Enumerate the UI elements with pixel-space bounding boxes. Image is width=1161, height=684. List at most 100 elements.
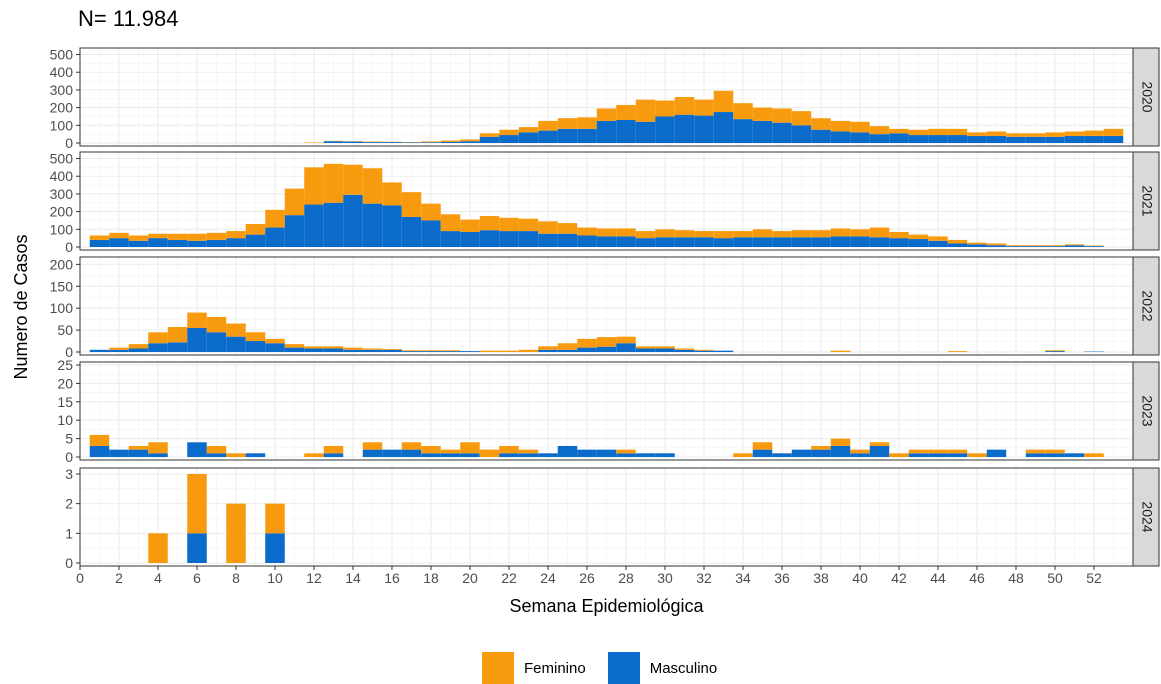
x-tick-label: 4 <box>154 570 162 586</box>
x-tick-label: 24 <box>540 570 556 586</box>
bar-masculino-2020-w27 <box>597 121 617 143</box>
bar-masculino-2022-w8 <box>226 337 246 352</box>
bar-masculino-2021-w29 <box>636 238 656 247</box>
bar-masculino-2021-w23 <box>519 231 539 247</box>
bar-feminino-2022-w12 <box>304 346 324 348</box>
bar-feminino-2021-w18 <box>421 204 441 221</box>
bar-feminino-2021-w44 <box>928 236 948 240</box>
bar-feminino-2020-w26 <box>577 117 597 129</box>
bar-masculino-2020-w32 <box>694 116 714 143</box>
bar-feminino-2021-w35 <box>753 229 773 237</box>
y-tick-label-2021: 0 <box>65 239 73 255</box>
bar-masculino-2021-w47 <box>987 245 1007 247</box>
bar-feminino-2021-w42 <box>889 232 909 238</box>
bar-feminino-2021-w5 <box>168 234 188 240</box>
bar-feminino-2024-w8 <box>226 504 246 563</box>
bar-masculino-2023-w37 <box>792 450 812 457</box>
bar-feminino-2021-w51 <box>1065 244 1085 245</box>
bar-feminino-2020-w30 <box>655 101 675 117</box>
y-tick-label-2024: 0 <box>65 555 73 571</box>
bar-feminino-2022-w14 <box>343 348 363 350</box>
bar-feminino-2022-w29 <box>636 346 656 348</box>
bar-masculino-2023-w26 <box>577 450 597 457</box>
bar-feminino-2021-w24 <box>538 221 558 233</box>
bar-masculino-2022-w20 <box>460 351 480 352</box>
bar-masculino-2020-w40 <box>850 132 870 143</box>
bar-feminino-2020-w53 <box>1104 129 1124 136</box>
legend-label-masculino: Masculino <box>650 660 718 677</box>
bar-feminino-2022-w19 <box>441 350 461 351</box>
bar-masculino-2020-w52 <box>1084 136 1104 143</box>
bar-masculino-2022-w9 <box>246 341 266 352</box>
bar-masculino-2024-w10 <box>265 533 285 563</box>
bar-feminino-2020-w42 <box>889 129 909 133</box>
bar-feminino-2020-w29 <box>636 100 656 122</box>
facet-label-2023: 2023 <box>1139 395 1155 426</box>
bar-feminino-2024-w10 <box>265 504 285 534</box>
bar-feminino-2020-w25 <box>558 118 578 129</box>
bar-masculino-2022-w50 <box>1045 351 1065 352</box>
bar-feminino-2021-w17 <box>402 192 422 217</box>
x-tick-label: 42 <box>891 570 907 586</box>
bar-feminino-2023-w3 <box>129 446 149 450</box>
bar-masculino-2023-w15 <box>363 450 383 457</box>
x-tick-label: 8 <box>232 570 240 586</box>
x-tick-label: 20 <box>462 570 478 586</box>
bar-feminino-2021-w30 <box>655 229 675 237</box>
bar-feminino-2022-w22 <box>499 351 519 352</box>
bar-feminino-2020-w48 <box>1006 133 1026 137</box>
bar-masculino-2021-w52 <box>1084 246 1104 247</box>
bar-masculino-2021-w41 <box>870 237 890 247</box>
bar-masculino-2021-w24 <box>538 234 558 247</box>
bar-feminino-2023-w46 <box>967 453 987 457</box>
bar-feminino-2021-w22 <box>499 218 519 231</box>
bar-feminino-2022-w24 <box>538 346 558 350</box>
bar-masculino-2021-w32 <box>694 237 714 247</box>
bar-feminino-2021-w4 <box>148 234 168 238</box>
bar-masculino-2023-w6 <box>187 442 207 457</box>
bar-masculino-2023-w13 <box>324 453 344 457</box>
y-tick-label-2020: 500 <box>50 47 74 63</box>
x-tick-label: 38 <box>813 570 829 586</box>
bar-feminino-2020-w51 <box>1065 132 1085 136</box>
bar-feminino-2021-w34 <box>733 231 753 237</box>
bar-masculino-2020-w44 <box>928 135 948 143</box>
x-tick-label: 32 <box>696 570 712 586</box>
bar-feminino-2020-w50 <box>1045 132 1065 136</box>
bar-masculino-2023-w18 <box>421 453 441 457</box>
bar-masculino-2023-w50 <box>1045 453 1065 457</box>
bar-masculino-2020-w22 <box>499 135 519 143</box>
bar-masculino-2022-w25 <box>558 350 578 352</box>
bar-feminino-2021-w8 <box>226 231 246 238</box>
bar-masculino-2020-w25 <box>558 129 578 143</box>
bar-feminino-2021-w12 <box>304 167 324 204</box>
bar-feminino-2023-w4 <box>148 442 168 453</box>
y-tick-label-2021: 500 <box>50 151 74 167</box>
legend-swatch-feminino <box>482 652 514 684</box>
bar-feminino-2020-w45 <box>948 129 968 135</box>
x-tick-label: 34 <box>735 570 751 586</box>
bar-feminino-2023-w49 <box>1026 450 1046 454</box>
bar-masculino-2021-w44 <box>928 241 948 247</box>
bar-feminino-2021-w33 <box>714 231 734 238</box>
bar-feminino-2020-w33 <box>714 91 734 112</box>
bar-feminino-2022-w18 <box>421 350 441 351</box>
bar-masculino-2021-w20 <box>460 232 480 247</box>
bar-masculino-2021-w36 <box>772 237 792 247</box>
bar-masculino-2020-w35 <box>753 121 773 143</box>
bar-masculino-2021-w17 <box>402 217 422 247</box>
bar-masculino-2021-w39 <box>831 236 851 247</box>
bar-masculino-2021-w14 <box>343 195 363 247</box>
bar-masculino-2020-w28 <box>616 120 636 143</box>
x-tick-label: 46 <box>969 570 985 586</box>
bar-feminino-2022-w9 <box>246 332 266 341</box>
bar-feminino-2020-w39 <box>831 121 851 132</box>
bar-feminino-2021-w9 <box>246 224 266 235</box>
x-tick-label: 40 <box>852 570 868 586</box>
bar-feminino-2020-w43 <box>909 130 929 135</box>
bar-masculino-2023-w44 <box>928 453 948 457</box>
legend-item-masculino: Masculino <box>608 652 718 684</box>
bar-feminino-2022-w50 <box>1045 350 1065 351</box>
y-tick-label-2020: 400 <box>50 64 74 80</box>
bar-masculino-2022-w24 <box>538 350 558 352</box>
